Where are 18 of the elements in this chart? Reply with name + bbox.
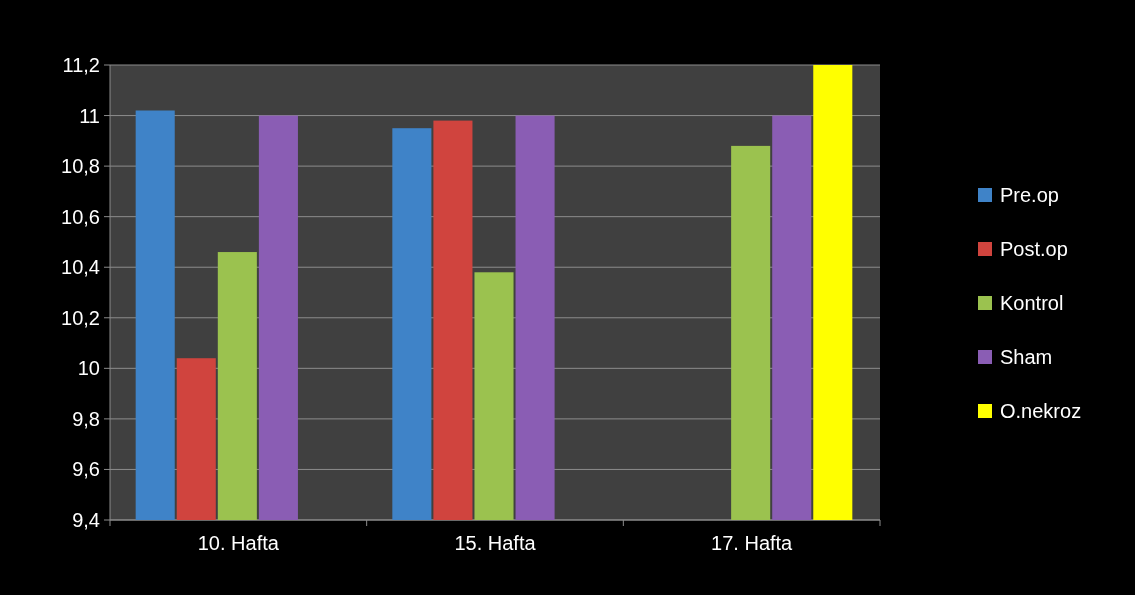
y-tick-label: 10,6 bbox=[61, 205, 100, 228]
y-tick-label: 11 bbox=[79, 104, 100, 127]
y-tick-label: 10,2 bbox=[61, 306, 100, 329]
x-tick-label: 10. Hafta bbox=[197, 532, 280, 554]
y-tick-label: 9,8 bbox=[72, 407, 100, 430]
y-tick-label: 10,4 bbox=[61, 256, 100, 279]
x-tick-label: 15. Hafta bbox=[454, 532, 537, 554]
legend-label: Sham bbox=[1000, 346, 1053, 368]
y-tick-label: 11,2 bbox=[62, 54, 100, 76]
legend-label: Pre.op bbox=[1000, 184, 1059, 206]
x-tick-label: 17. Hafta bbox=[711, 532, 794, 554]
y-tick-label: 9,4 bbox=[72, 509, 100, 531]
y-tick-label: 10,8 bbox=[61, 155, 100, 178]
y-tick-label: 9,6 bbox=[72, 458, 100, 481]
legend-label: O.nekroz bbox=[1000, 400, 1082, 422]
y-tick-label: 10 bbox=[77, 357, 100, 380]
legend-label: Post.op bbox=[1000, 238, 1068, 260]
legend-label: Kontrol bbox=[1000, 292, 1064, 314]
